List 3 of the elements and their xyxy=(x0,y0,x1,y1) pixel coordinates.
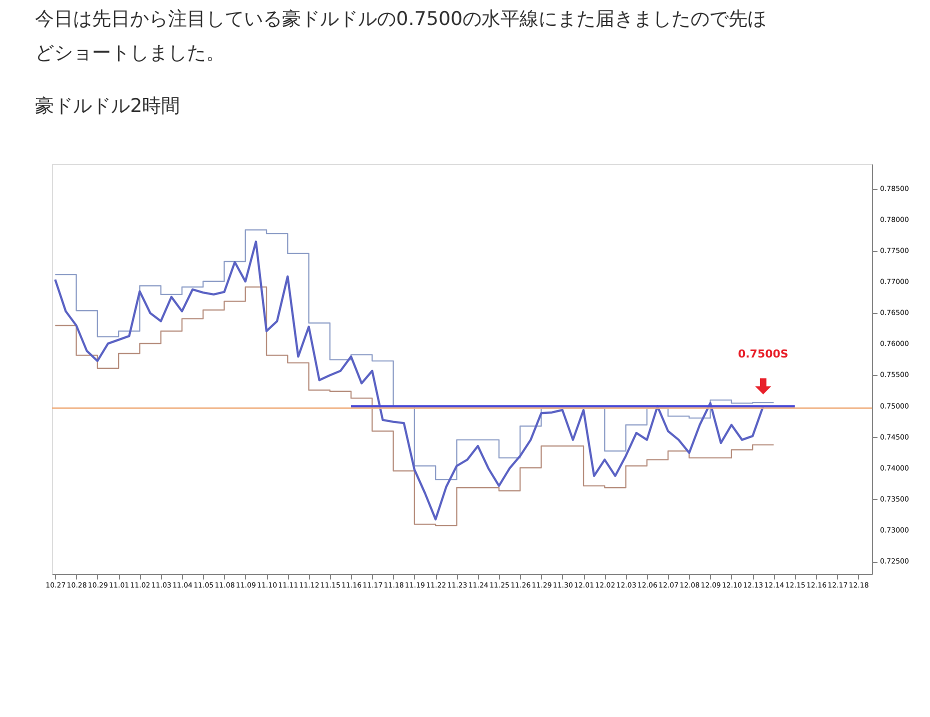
annotation: 0.7500S xyxy=(738,347,788,360)
chart-title: 今日は先日から注目している豪ドルドルの0.7500の水平線にまた届きましたので先ほどショートしました。 xyxy=(35,8,767,64)
chart-subtitle: 豪ドルドル2時間 xyxy=(35,95,180,117)
